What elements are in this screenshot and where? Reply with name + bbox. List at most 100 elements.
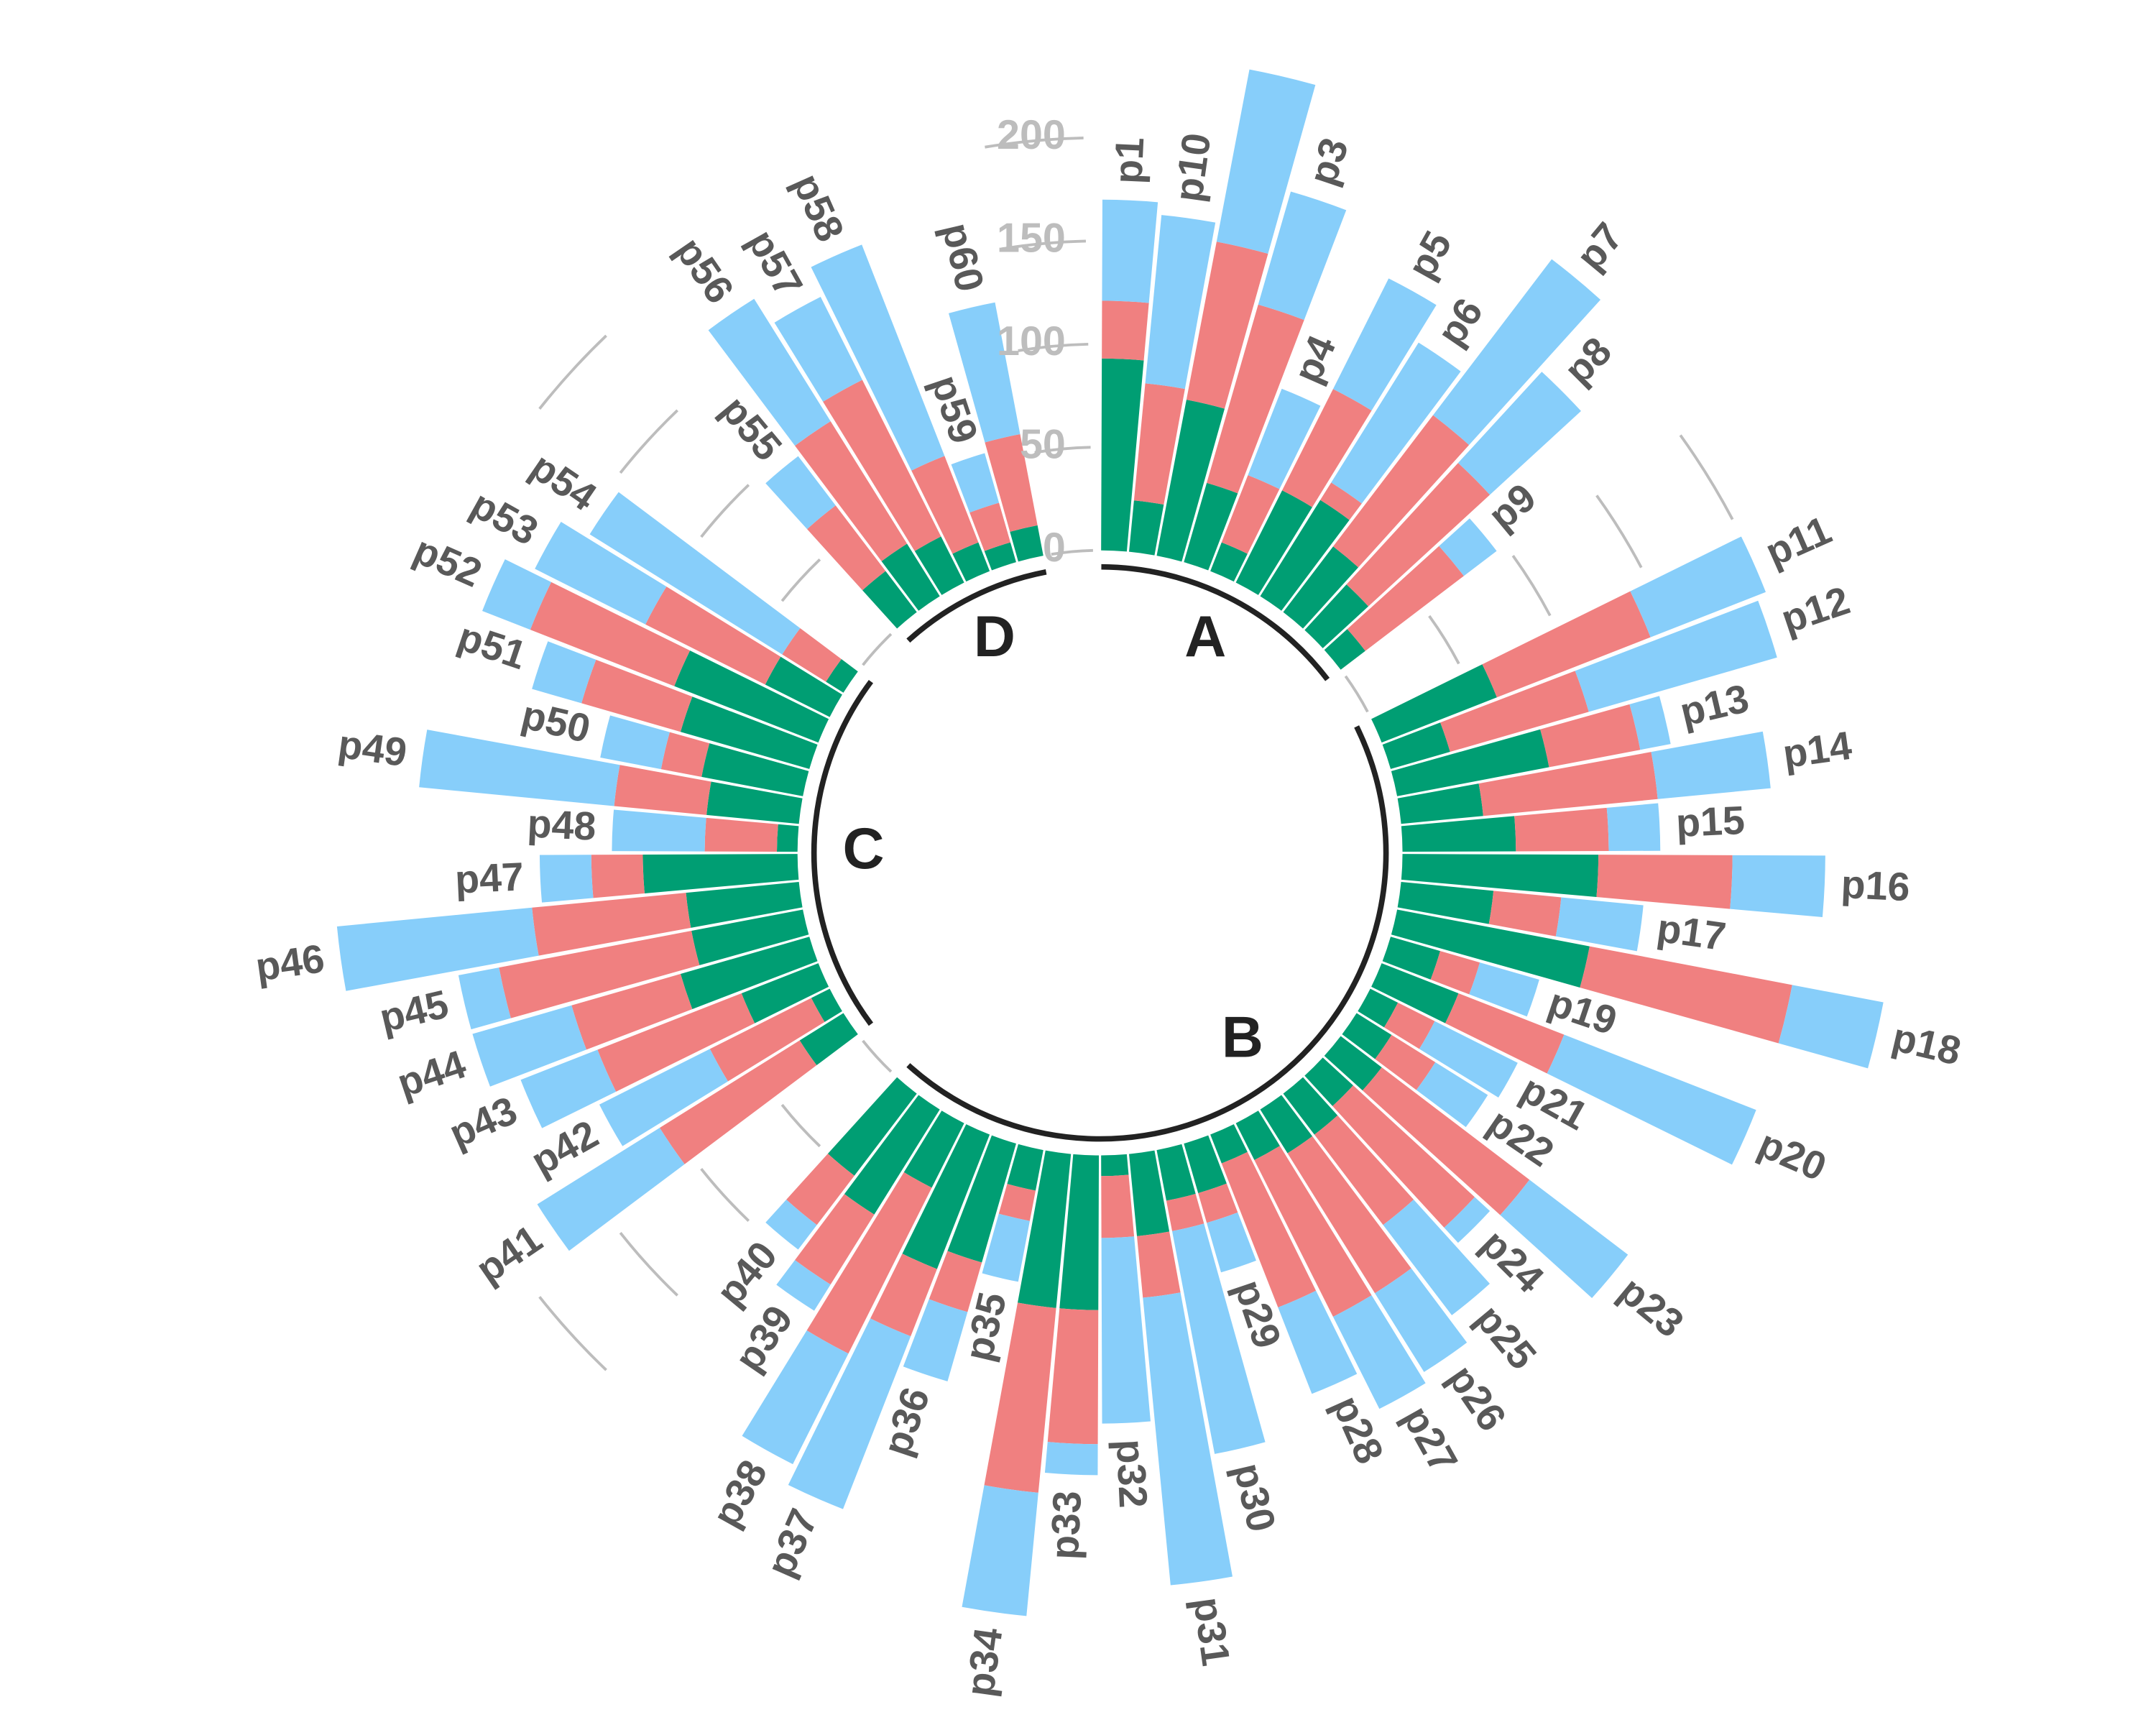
bar-segment — [1371, 664, 1497, 743]
grid-line — [862, 632, 893, 666]
bar-segment — [1128, 500, 1164, 556]
bar-segment — [1346, 463, 1491, 607]
bar-segment — [1347, 546, 1464, 651]
bar-segment — [1382, 937, 1440, 980]
bar-segment — [1282, 389, 1372, 507]
bar-segment — [1397, 881, 1494, 924]
bar-segment — [1440, 671, 1589, 753]
bar-segment — [1210, 1124, 1248, 1164]
bar-segment — [1254, 1146, 1372, 1317]
bar-segment — [1383, 1199, 1490, 1315]
bar-segment — [1102, 199, 1158, 303]
bar-segment — [1630, 536, 1766, 638]
grid-line — [538, 334, 607, 410]
bar-segment — [520, 1049, 617, 1128]
bar-segment — [962, 1485, 1038, 1616]
bar-segment — [982, 1213, 1030, 1282]
bar-segment — [1488, 891, 1562, 937]
bar-segment — [708, 298, 831, 446]
bar-segment — [591, 854, 645, 898]
grid-line — [1344, 675, 1369, 713]
grid-line — [1051, 548, 1093, 556]
bar-segment — [929, 1251, 982, 1312]
bar-segment — [1358, 988, 1399, 1028]
bar-segment — [806, 1172, 932, 1354]
bar-segment — [1137, 1231, 1181, 1298]
bar-segment — [1260, 500, 1350, 611]
group-label: B — [1222, 1005, 1263, 1070]
bar-segment — [1401, 854, 1599, 898]
bar-segment — [1457, 372, 1581, 495]
bar-segment — [903, 1110, 964, 1188]
bar-segment — [499, 931, 700, 1018]
group-label: C — [843, 816, 885, 881]
bar-segment — [1221, 475, 1280, 554]
bar-segment — [765, 1199, 817, 1250]
bar-segment — [1133, 383, 1185, 505]
bar-segment — [1332, 1295, 1426, 1409]
bar-segment — [1500, 1179, 1628, 1299]
category-label: p15 — [1675, 798, 1746, 845]
bar-segment — [660, 732, 710, 777]
bar-segment — [1469, 962, 1539, 1017]
group-label: A — [1184, 604, 1226, 669]
bar-segment — [1730, 855, 1825, 918]
category-label: p44 — [392, 1041, 471, 1105]
bar-segment — [1304, 584, 1369, 648]
bar-segment — [1419, 1021, 1518, 1098]
bar-segment — [1260, 1095, 1313, 1154]
bar-segment — [1283, 546, 1359, 629]
category-label: p13 — [1676, 676, 1753, 735]
bar-segment — [1547, 1034, 1756, 1165]
bar-segment — [1382, 722, 1450, 769]
category-label: p40 — [708, 1233, 786, 1314]
bar-segment — [704, 817, 778, 852]
category-label: p37 — [757, 1502, 826, 1583]
bar-segment — [691, 909, 809, 965]
bar-segment — [1362, 1067, 1530, 1215]
category-label: p46 — [253, 936, 327, 990]
grid-line — [780, 558, 821, 602]
category-label: p11 — [1759, 507, 1838, 575]
bar-segment — [614, 765, 711, 815]
bar-segment — [1216, 69, 1316, 254]
bar-segment — [1101, 1174, 1135, 1238]
bar-segment — [1283, 1077, 1338, 1135]
bar-segment — [1156, 1144, 1196, 1201]
category-label: p53 — [464, 482, 545, 554]
category-label: p1 — [1105, 137, 1152, 185]
bar-segment — [642, 854, 799, 893]
category-label: p32 — [1108, 1438, 1156, 1509]
bar-segment — [530, 581, 691, 686]
bar-segment — [1235, 490, 1312, 595]
grid-line — [1679, 434, 1734, 520]
category-label: p33 — [1042, 1490, 1089, 1560]
category-label: p58 — [784, 167, 852, 248]
bar-segment — [1375, 1034, 1436, 1090]
bar-segment — [949, 302, 1021, 443]
bar-segment — [741, 963, 829, 1024]
bar-segment — [1580, 946, 1792, 1044]
bar-segment — [1333, 415, 1470, 568]
bar-segment — [1439, 518, 1497, 576]
category-label: p7 — [1567, 214, 1631, 278]
bar-segment — [776, 824, 799, 852]
bar-segment — [786, 1154, 854, 1225]
bar-segment — [1248, 388, 1321, 489]
bar-segment — [1596, 855, 1733, 909]
bar-segment — [914, 536, 964, 595]
bar-segment — [1210, 542, 1248, 582]
group-arc — [906, 725, 1389, 1142]
bar-segment — [1320, 482, 1362, 520]
bar-segment — [482, 559, 552, 630]
bar-segment — [947, 1135, 1016, 1263]
bar-segment — [659, 1040, 817, 1164]
bar-segment — [336, 907, 539, 991]
grid-line — [538, 1296, 607, 1371]
bar-segment — [1278, 1290, 1358, 1394]
bar-segment — [581, 659, 693, 732]
bar-segment — [984, 542, 1016, 571]
bar-segment — [782, 627, 842, 682]
